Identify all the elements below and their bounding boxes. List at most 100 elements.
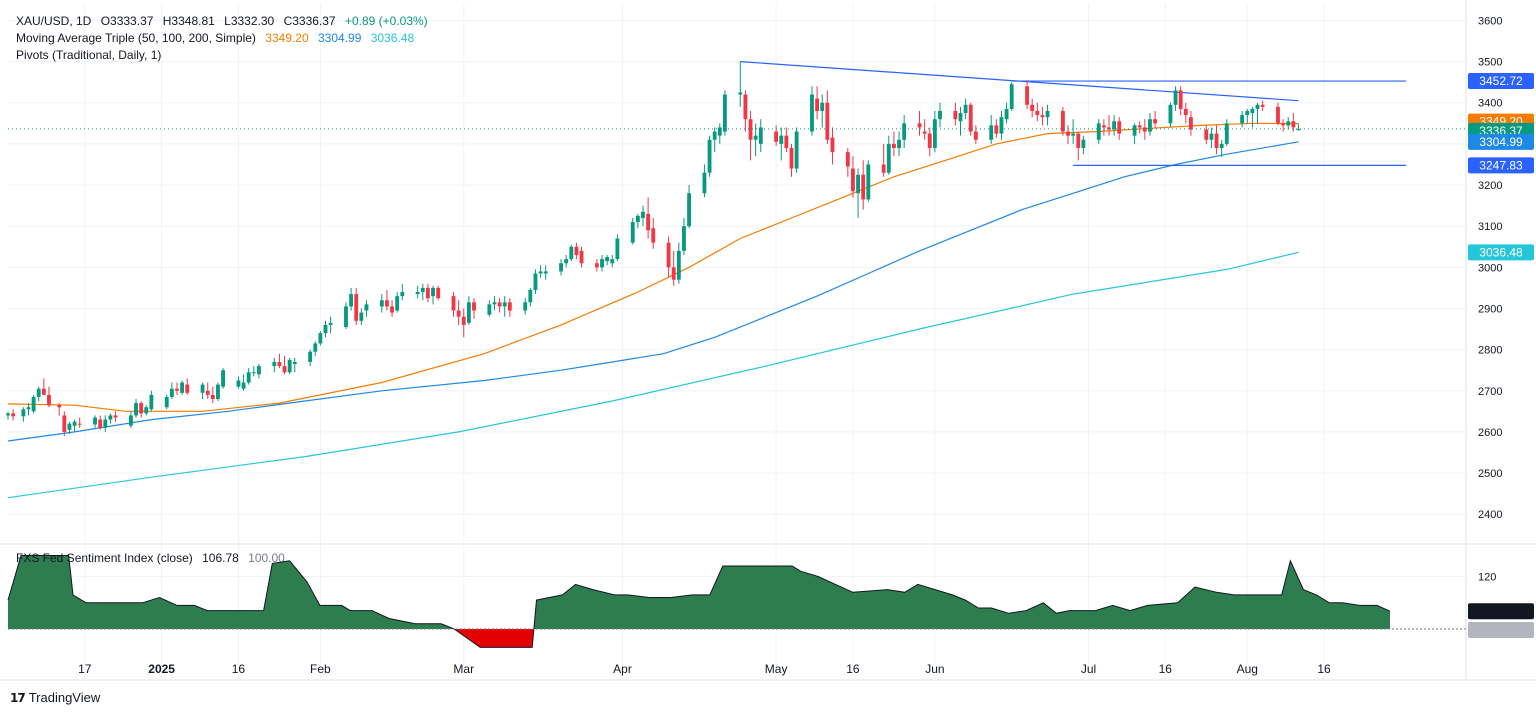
candle-body — [415, 292, 420, 295]
candle-body — [891, 143, 896, 149]
candle-body — [1173, 90, 1178, 105]
high-value: H3348.81 — [162, 14, 215, 28]
candle — [1153, 110, 1157, 128]
y-tick-label: 2400 — [1478, 509, 1502, 521]
candle-body — [210, 394, 215, 399]
candle — [779, 127, 784, 161]
candle — [1296, 123, 1301, 131]
candle-body — [723, 94, 727, 132]
candle — [385, 289, 389, 311]
candle — [922, 119, 927, 140]
candle — [528, 287, 533, 307]
brand-name: TradingView — [28, 690, 101, 705]
label-bg — [1468, 622, 1534, 638]
time-axis[interactable]: 17 2025 16 Feb Mar Apr May 16 Jun Jul 16 Aug 16 — [78, 662, 1331, 676]
candle — [1107, 115, 1111, 136]
candle-body — [487, 304, 492, 315]
candle — [236, 376, 241, 389]
candle-body — [927, 133, 932, 149]
candle — [108, 413, 113, 424]
candle — [472, 298, 476, 319]
candle-body — [748, 119, 753, 140]
candle-body — [1076, 133, 1081, 149]
symbol-label[interactable]: XAU/USD, 1D — [16, 14, 92, 28]
ohlc-legend: XAU/USD, 1D O3333.37 H3348.81 L3332.30 C… — [16, 14, 434, 28]
label-text: 3036.48 — [1479, 245, 1523, 259]
tradingview-brand[interactable]: 𝟭𝟳 TradingView — [10, 690, 100, 705]
candle — [564, 254, 569, 268]
candle — [1178, 86, 1183, 116]
ma-name[interactable]: Moving Average Triple (50, 100, 200, Sim… — [16, 31, 256, 45]
y-tick-label: 3400 — [1478, 98, 1502, 110]
pivots-name[interactable]: Pivots (Traditional, Daily, 1) — [16, 48, 162, 62]
candle-body — [287, 359, 292, 373]
candle — [251, 366, 256, 377]
candle-body — [1132, 125, 1137, 136]
candle-body — [77, 423, 82, 425]
candle-body — [1112, 121, 1117, 130]
candle — [1132, 123, 1137, 144]
close-value: C3336.37 — [283, 14, 336, 28]
candlestick-series[interactable] — [6, 61, 1301, 437]
candle-body — [543, 271, 548, 274]
candle — [881, 143, 886, 177]
candle — [533, 269, 538, 295]
y-tick-label: 2700 — [1478, 386, 1502, 398]
candle-body — [461, 316, 466, 325]
candle-body — [856, 174, 860, 194]
candle — [543, 265, 548, 280]
candle-body — [1214, 133, 1219, 149]
label-text: 3304.99 — [1479, 135, 1523, 149]
candle-body — [47, 394, 51, 406]
candle — [134, 398, 138, 418]
candle-body — [1281, 123, 1286, 126]
ma100-path — [7, 141, 1299, 442]
ma100-value: 3304.99 — [318, 31, 362, 45]
candle-body — [702, 172, 707, 194]
candle — [466, 296, 471, 325]
candle-body — [1096, 123, 1101, 140]
candle-body — [1045, 110, 1050, 118]
candle — [810, 86, 814, 136]
candle-body — [1035, 110, 1040, 116]
candle — [451, 292, 456, 317]
candle — [1219, 139, 1224, 158]
candle — [41, 378, 46, 395]
x-tick-label: Jul — [1081, 662, 1096, 676]
candle-body — [1101, 125, 1106, 128]
y-tick-label: 2800 — [1478, 345, 1502, 357]
candle-body — [1025, 86, 1029, 105]
candle — [502, 296, 507, 317]
candle-body — [400, 292, 405, 297]
candle — [103, 415, 108, 432]
candle-body — [431, 287, 435, 297]
candle-body — [1081, 139, 1086, 149]
candle — [169, 382, 174, 399]
candle-body — [103, 419, 108, 428]
candle-body — [395, 296, 400, 311]
candle-body — [579, 250, 584, 264]
candle-body — [385, 300, 389, 307]
candle — [113, 411, 118, 422]
candle — [1245, 108, 1250, 124]
price-axis[interactable]: 2400250026002700280029003000310032003300… — [1478, 15, 1502, 636]
y-tick-label: 3100 — [1478, 221, 1502, 233]
candle — [144, 405, 149, 416]
candle — [47, 386, 51, 408]
candle — [308, 349, 313, 367]
candle — [682, 217, 686, 255]
ma200-line — [7, 251, 1299, 499]
candle — [1148, 113, 1152, 136]
candle — [1009, 82, 1014, 111]
indicator-name[interactable]: FXS Fed Sentiment Index (close) — [16, 551, 193, 565]
candle — [666, 236, 671, 278]
candle — [938, 102, 942, 128]
candle-body — [1204, 129, 1209, 140]
candle-body — [523, 302, 528, 311]
candle — [1240, 110, 1245, 128]
candle-body — [292, 361, 297, 365]
label-bg — [1468, 73, 1534, 90]
candle-body — [687, 193, 691, 227]
candle-body — [318, 333, 323, 344]
